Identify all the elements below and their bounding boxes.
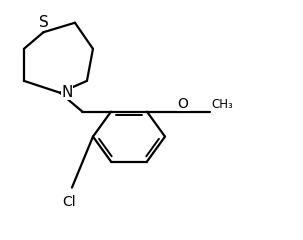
- Text: S: S: [38, 15, 48, 30]
- Text: O: O: [178, 96, 188, 110]
- Text: Cl: Cl: [62, 195, 76, 209]
- Text: CH₃: CH₃: [211, 97, 233, 110]
- Text: N: N: [62, 85, 73, 100]
